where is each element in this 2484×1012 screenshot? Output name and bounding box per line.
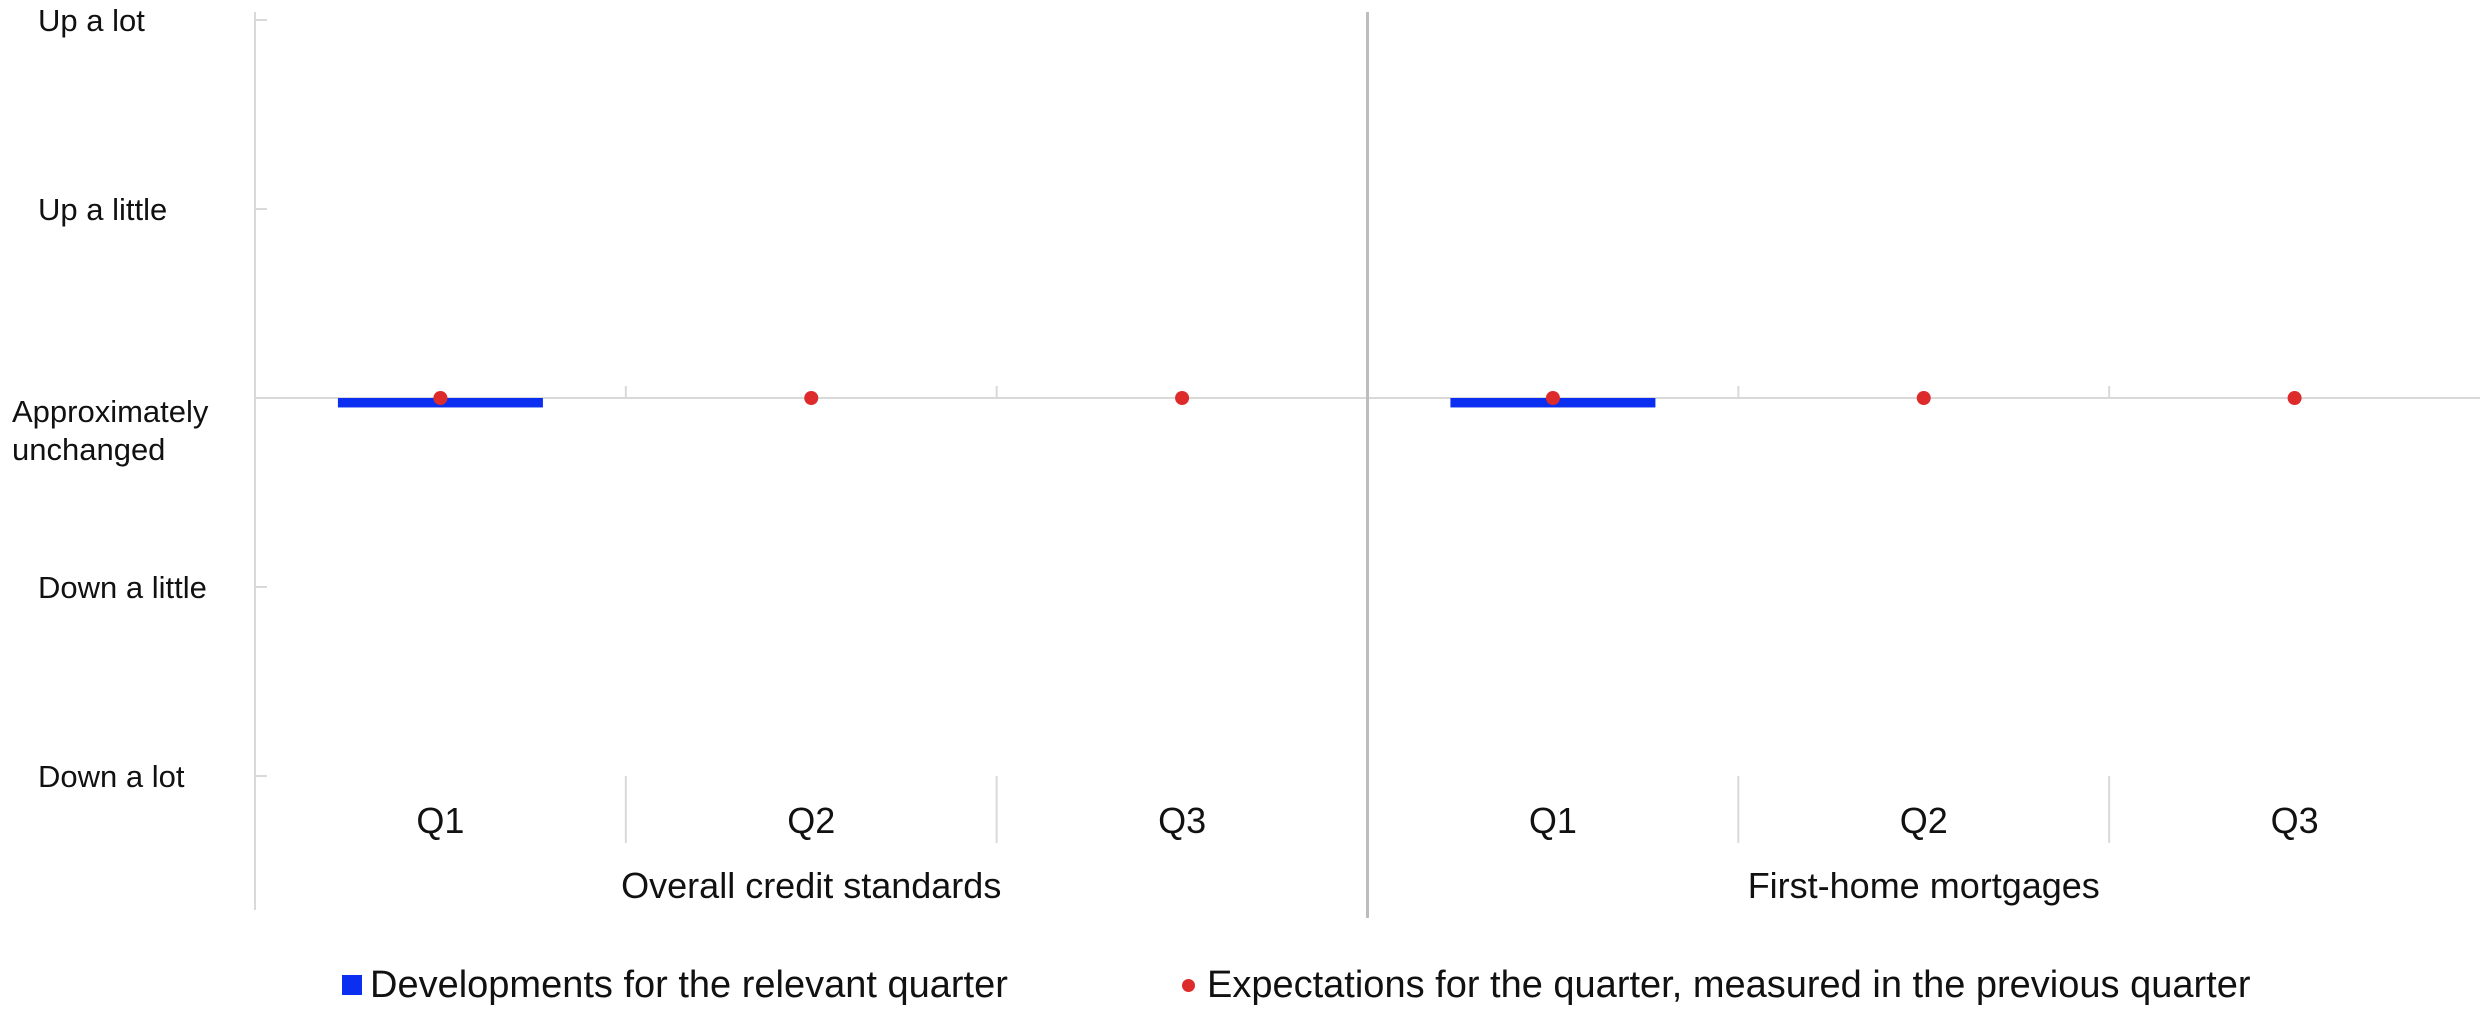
- y-tick-label: Approximately unchanged: [12, 394, 209, 467]
- x-tick-label: Q1: [1529, 800, 1577, 841]
- development-bars: [337, 398, 1656, 408]
- x-tick-label: Q2: [787, 800, 835, 841]
- y-axis-labels: Up a lot Up a little Approximately unchange…: [12, 3, 209, 794]
- chart: Up a lot Up a little Approximately unchange…: [12, 3, 2480, 918]
- x-tick-label: Q1: [416, 800, 464, 841]
- y-tick-label: Up a little: [38, 192, 167, 227]
- legend-label-developments: Developments for the relevant quarter: [370, 963, 1008, 1006]
- x-tick-label: Q3: [2271, 800, 2319, 841]
- expectation-dot: [804, 391, 819, 405]
- expectation-dot: [1916, 391, 1931, 405]
- legend-item-expectations: Expectations for the quarter, measured i…: [1182, 962, 2250, 1008]
- y-tick-label: Down a little: [38, 570, 207, 605]
- group-label: First-home mortgages: [1748, 865, 2100, 906]
- y-tick-label: Down a lot: [38, 759, 185, 794]
- expectation-dot: [1175, 391, 1190, 405]
- chart-axes: [254, 12, 2480, 918]
- legend-swatch-expectations: [1182, 978, 1195, 992]
- legend-item-developments: Developments for the relevant quarter: [342, 962, 1008, 1008]
- legend-label-expectations: Expectations for the quarter, measured i…: [1207, 963, 2251, 1006]
- expectation-dot: [433, 391, 448, 405]
- expectation-dot: [2287, 391, 2302, 405]
- x-tick-label: Q2: [1900, 800, 1948, 841]
- legend-swatch-developments: [342, 975, 362, 995]
- x-axis-labels: Q1 Q2 Q3 Overall credit standards Q1 Q2 Q3 Firs…: [416, 800, 2318, 906]
- group-label: Overall credit standards: [621, 865, 1001, 906]
- expectation-dot: [1545, 391, 1560, 405]
- legend: Developments for the relevant quarter Ex…: [0, 962, 2484, 1008]
- expectation-dots: [433, 391, 2302, 405]
- y-tick-label: Up a lot: [38, 3, 145, 38]
- x-tick-label: Q3: [1158, 800, 1206, 841]
